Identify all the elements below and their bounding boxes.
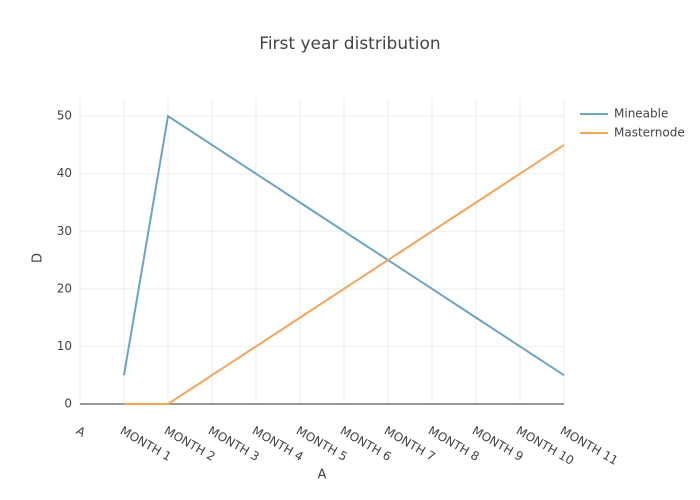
x-tick-label: A (74, 424, 89, 441)
line-series (123, 114, 565, 377)
x-axis-title: A (318, 468, 327, 483)
y-tick-label: 20 (57, 281, 72, 295)
y-tick-label: 40 (57, 166, 72, 180)
line-series (124, 144, 565, 405)
chart-title: First year distribution (259, 34, 440, 54)
y-axis-title: D (31, 253, 46, 263)
legend-label: Mineable (614, 107, 668, 121)
y-tick-label: 50 (57, 109, 72, 123)
y-tick-label: 30 (57, 224, 72, 238)
legend-label: Masternode (614, 126, 685, 140)
y-tick-label: 0 (64, 397, 72, 411)
y-tick-label: 10 (57, 339, 72, 353)
